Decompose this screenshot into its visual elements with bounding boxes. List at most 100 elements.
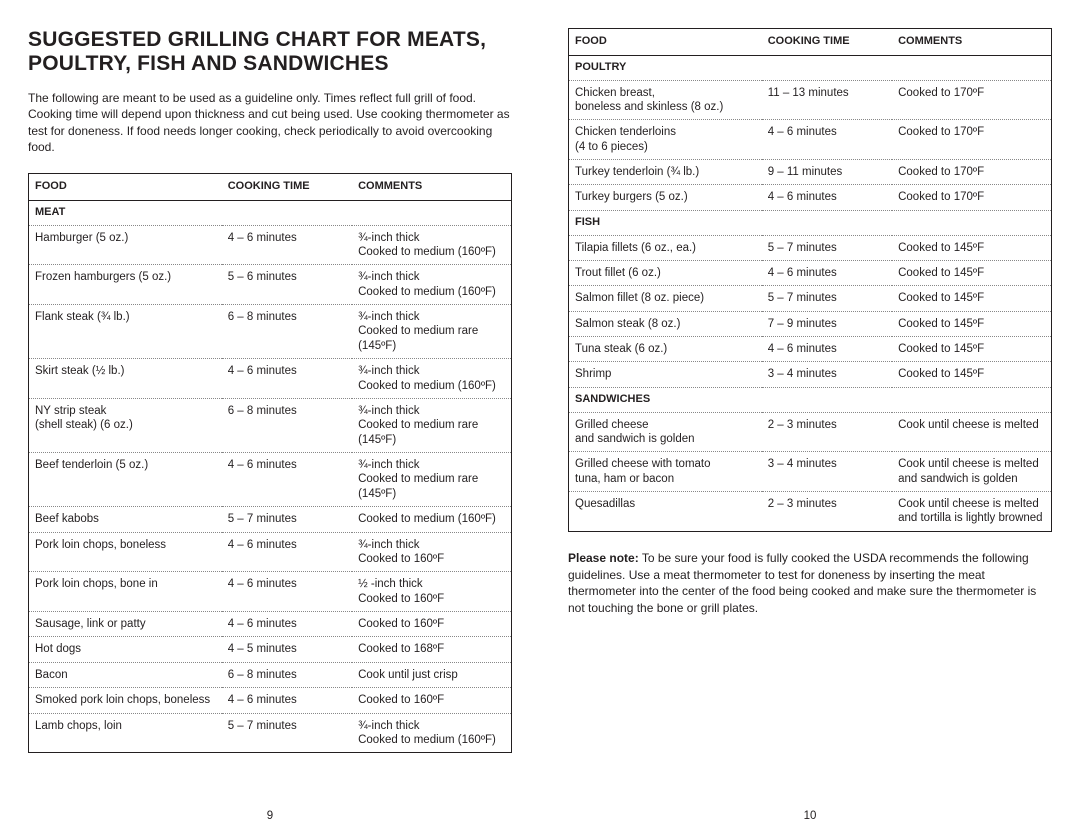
cell-comments: ¾-inch thickCooked to medium rare (145ºF…	[352, 398, 511, 452]
table-row: Flank steak (¾ lb.)6 – 8 minutes¾-inch t…	[29, 305, 512, 359]
left-column: SUGGESTED GRILLING CHART FOR MEATS, POUL…	[0, 0, 540, 834]
table-row: Grilled cheeseand sandwich is golden2 – …	[569, 412, 1052, 452]
cell-food: Skirt steak (½ lb.)	[29, 359, 222, 399]
col-header-food: Food	[29, 174, 222, 201]
cell-comments: ¾-inch thickCooked to medium rare (145ºF…	[352, 305, 511, 359]
cell-food: Salmon fillet (8 oz. piece)	[569, 286, 762, 311]
section-label: Meat	[29, 200, 222, 225]
cell-time: 4 – 6 minutes	[762, 260, 892, 285]
note-body: To be sure your food is fully cooked the…	[568, 551, 1036, 615]
cell-comments: ¾-inch thickCooked to medium rare (145ºF…	[352, 453, 511, 507]
cell-food: Tuna steak (6 oz.)	[569, 337, 762, 362]
table-row: Beef kabobs5 – 7 minutesCooked to medium…	[29, 507, 512, 532]
cell-food: Grilled cheeseand sandwich is golden	[569, 412, 762, 452]
table-row: Beef tenderloin (5 oz.)4 – 6 minutes¾-in…	[29, 453, 512, 507]
col-header-comments: Comments	[352, 174, 511, 201]
table-row: Sausage, link or patty4 – 6 minutesCooke…	[29, 612, 512, 637]
table-row: Lamb chops, loin5 – 7 minutes¾-inch thic…	[29, 713, 512, 753]
cell-comments: Cooked to 145ºF	[892, 362, 1051, 387]
grilling-table-right: Food Cooking Time Comments PoultryChicke…	[568, 28, 1052, 532]
cell-comments: Cooked to 160ºF	[352, 612, 511, 637]
cell-food: Hot dogs	[29, 637, 222, 662]
cell-time: 9 – 11 minutes	[762, 160, 892, 185]
cell-comments: Cooked to 145ºF	[892, 260, 1051, 285]
cell-comments: ¾-inch thickCooked to 160ºF	[352, 532, 511, 572]
section-row: Poultry	[569, 55, 1052, 80]
cell-food: Trout fillet (6 oz.)	[569, 260, 762, 285]
cell-food: Frozen hamburgers (5 oz.)	[29, 265, 222, 305]
table-row: Bacon6 – 8 minutesCook until just crisp	[29, 662, 512, 687]
table-row: NY strip steak(shell steak) (6 oz.)6 – 8…	[29, 398, 512, 452]
table-row: Tilapia fillets (6 oz., ea.)5 – 7 minute…	[569, 235, 1052, 260]
table-row: Tuna steak (6 oz.)4 – 6 minutesCooked to…	[569, 337, 1052, 362]
section-label: Fish	[569, 210, 762, 235]
table-row: Frozen hamburgers (5 oz.)5 – 6 minutes¾-…	[29, 265, 512, 305]
table-row: Turkey burgers (5 oz.)4 – 6 minutesCooke…	[569, 185, 1052, 210]
cell-time: 6 – 8 minutes	[222, 398, 352, 452]
cell-food: Turkey burgers (5 oz.)	[569, 185, 762, 210]
usda-note: Please note: To be sure your food is ful…	[568, 550, 1052, 617]
cell-food: Chicken tenderloins(4 to 6 pieces)	[569, 120, 762, 160]
note-label: Please note:	[568, 551, 639, 565]
cell-time: 3 – 4 minutes	[762, 362, 892, 387]
table-row: Salmon steak (8 oz.)7 – 9 minutesCooked …	[569, 311, 1052, 336]
cell-time: 5 – 6 minutes	[222, 265, 352, 305]
section-row: Sandwiches	[569, 387, 1052, 412]
cell-comments: Cooked to 145ºF	[892, 235, 1051, 260]
cell-food: Chicken breast,boneless and skinless (8 …	[569, 80, 762, 120]
cell-comments: Cooked to 160ºF	[352, 688, 511, 713]
cell-food: Lamb chops, loin	[29, 713, 222, 753]
cell-food: Quesadillas	[569, 492, 762, 532]
cell-time: 4 – 6 minutes	[762, 337, 892, 362]
cell-time: 2 – 3 minutes	[762, 492, 892, 532]
table-row: Salmon fillet (8 oz. piece)5 – 7 minutes…	[569, 286, 1052, 311]
col-header-time: Cooking Time	[762, 29, 892, 56]
cell-food: Beef kabobs	[29, 507, 222, 532]
section-row: Meat	[29, 200, 512, 225]
cell-food: Smoked pork loin chops, boneless	[29, 688, 222, 713]
table-row: Smoked pork loin chops, boneless4 – 6 mi…	[29, 688, 512, 713]
cell-food: Salmon steak (8 oz.)	[569, 311, 762, 336]
section-label: Poultry	[569, 55, 762, 80]
cell-comments: Cooked to 170ºF	[892, 185, 1051, 210]
grilling-table-left: Food Cooking Time Comments MeatHamburger…	[28, 173, 512, 753]
cell-comments: Cooked to 170ºF	[892, 160, 1051, 185]
cell-food: Turkey tenderloin (¾ lb.)	[569, 160, 762, 185]
page: SUGGESTED GRILLING CHART FOR MEATS, POUL…	[0, 0, 1080, 834]
cell-time: 4 – 6 minutes	[222, 532, 352, 572]
cell-comments: Cooked to medium (160ºF)	[352, 507, 511, 532]
cell-comments: Cooked to 145ºF	[892, 337, 1051, 362]
cell-time: 5 – 7 minutes	[762, 235, 892, 260]
table-row: Quesadillas2 – 3 minutesCook until chees…	[569, 492, 1052, 532]
intro-text: The following are meant to be used as a …	[28, 90, 512, 155]
table-row: Turkey tenderloin (¾ lb.)9 – 11 minutesC…	[569, 160, 1052, 185]
cell-comments: ¾-inch thickCooked to medium (160ºF)	[352, 713, 511, 753]
cell-food: Shrimp	[569, 362, 762, 387]
cell-comments: Cook until cheese is meltedand tortilla …	[892, 492, 1051, 532]
cell-time: 4 – 6 minutes	[222, 612, 352, 637]
cell-food: Sausage, link or patty	[29, 612, 222, 637]
cell-comments: ¾-inch thickCooked to medium (160ºF)	[352, 225, 511, 265]
cell-comments: Cook until cheese is melted	[892, 412, 1051, 452]
cell-food: Bacon	[29, 662, 222, 687]
cell-comments: Cooked to 170ºF	[892, 80, 1051, 120]
cell-food: Pork loin chops, bone in	[29, 572, 222, 612]
section-label: Sandwiches	[569, 387, 762, 412]
col-header-time: Cooking Time	[222, 174, 352, 201]
cell-comments: Cooked to 168ºF	[352, 637, 511, 662]
table-body-right: PoultryChicken breast,boneless and skinl…	[569, 55, 1052, 531]
table-row: Grilled cheese with tomatotuna, ham or b…	[569, 452, 1052, 492]
cell-time: 4 – 5 minutes	[222, 637, 352, 662]
col-header-food: Food	[569, 29, 762, 56]
right-column: Food Cooking Time Comments PoultryChicke…	[540, 0, 1080, 834]
cell-time: 4 – 6 minutes	[222, 453, 352, 507]
table-row: Hot dogs4 – 5 minutesCooked to 168ºF	[29, 637, 512, 662]
cell-time: 5 – 7 minutes	[222, 507, 352, 532]
cell-comments: ¾-inch thickCooked to medium (160ºF)	[352, 359, 511, 399]
table-row: Hamburger (5 oz.)4 – 6 minutes¾-inch thi…	[29, 225, 512, 265]
cell-time: 4 – 6 minutes	[762, 185, 892, 210]
cell-time: 4 – 6 minutes	[222, 572, 352, 612]
cell-food: Beef tenderloin (5 oz.)	[29, 453, 222, 507]
cell-food: NY strip steak(shell steak) (6 oz.)	[29, 398, 222, 452]
table-row: Pork loin chops, bone in4 – 6 minutes½ -…	[29, 572, 512, 612]
